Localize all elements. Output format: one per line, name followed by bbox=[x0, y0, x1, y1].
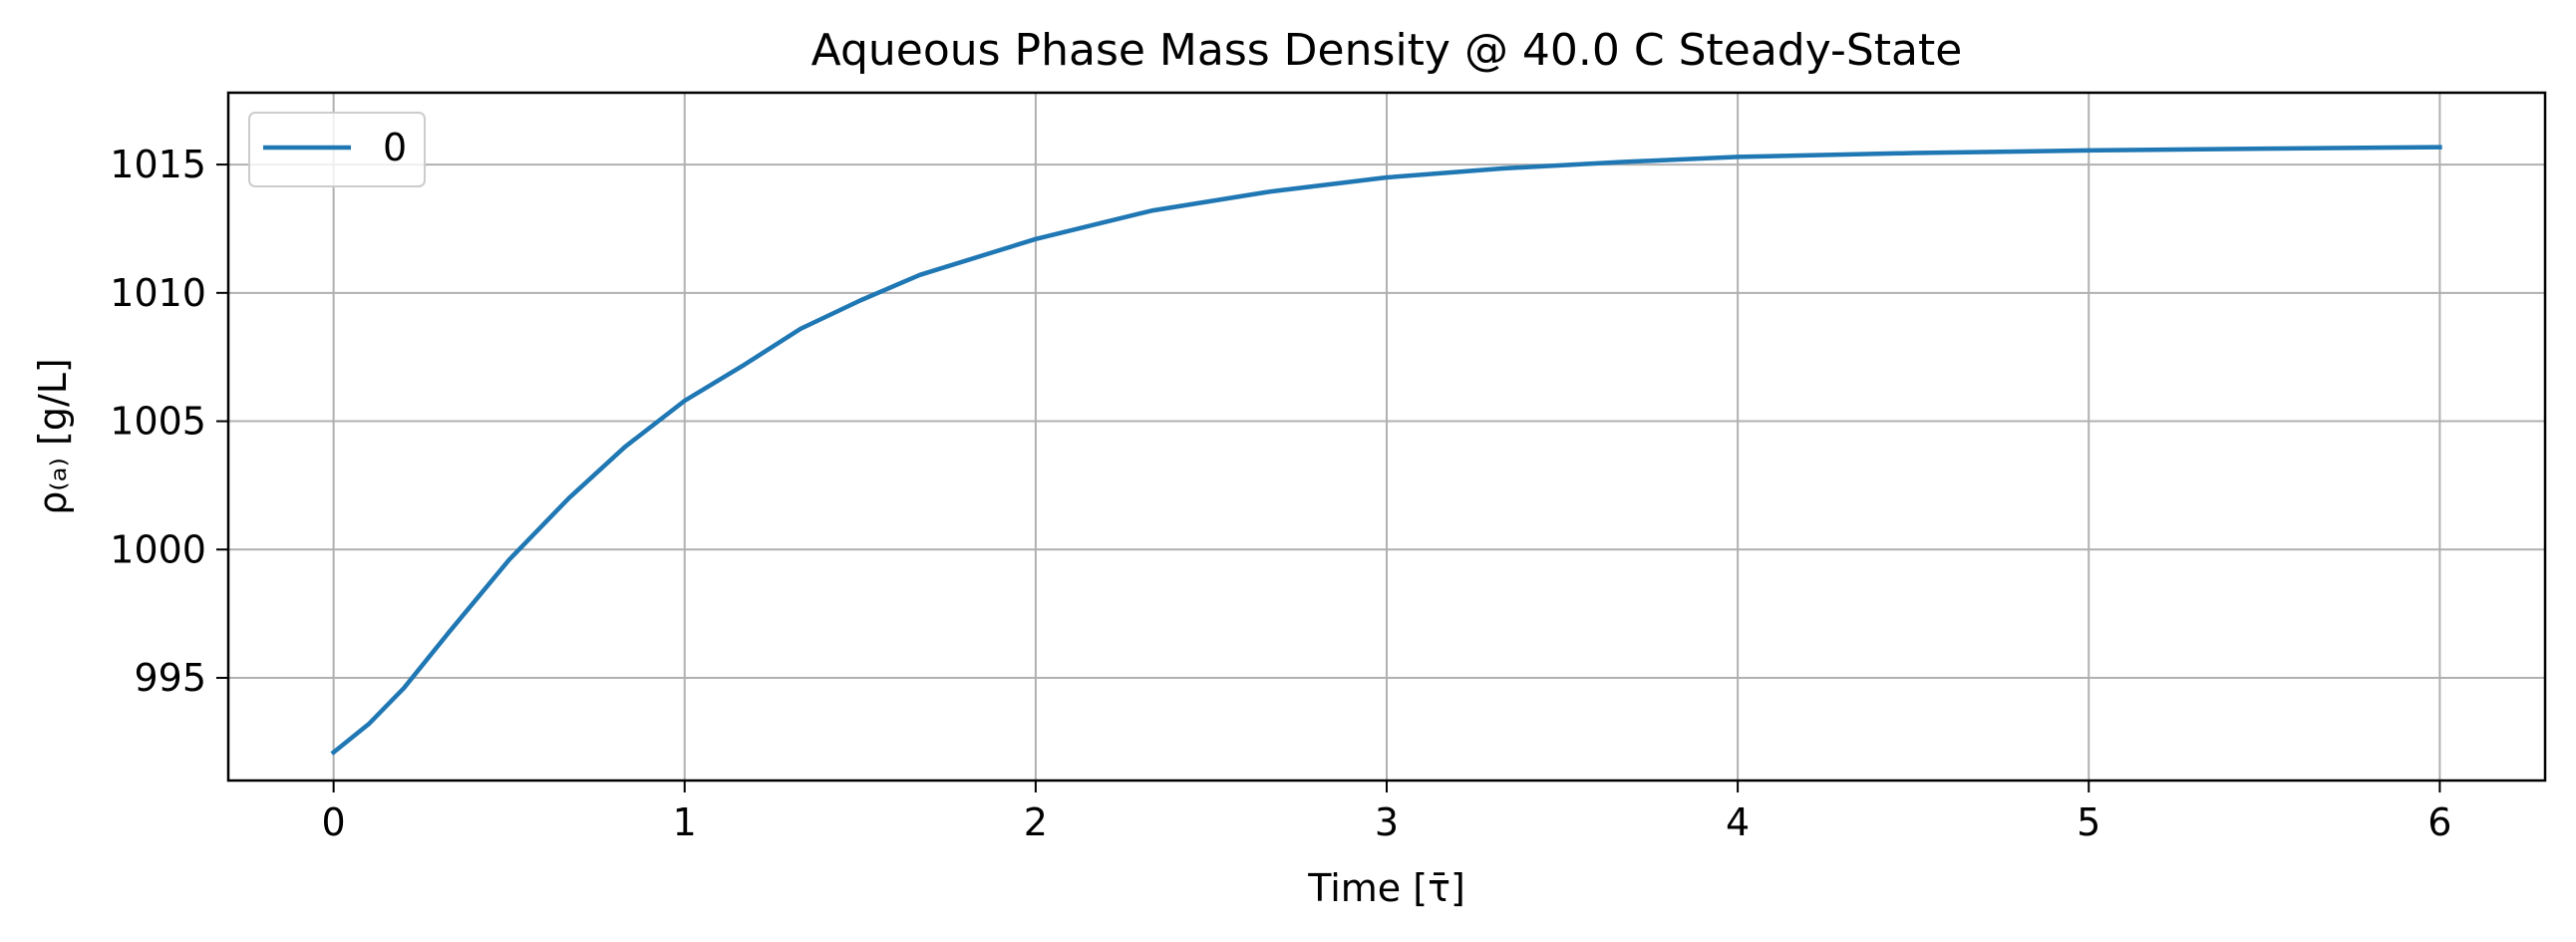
y-tick-label-2: 1005 bbox=[110, 400, 206, 444]
y-tick-label-1: 1000 bbox=[110, 527, 206, 571]
y-tick-label-0: 995 bbox=[134, 656, 206, 700]
grid bbox=[228, 93, 2545, 781]
ticks: 0 1 2 3 4 5 6 995 1000 1005 1010 1015 bbox=[110, 143, 2451, 844]
legend-label: 0 bbox=[383, 126, 407, 169]
x-tick-label-4: 4 bbox=[1726, 800, 1750, 844]
chart-title: Aqueous Phase Mass Density @ 40.0 C Stea… bbox=[811, 25, 1963, 76]
x-tick-label-6: 6 bbox=[2427, 800, 2451, 844]
series-line-0 bbox=[330, 145, 2442, 756]
series-layer bbox=[330, 145, 2442, 756]
x-tick-label-2: 2 bbox=[1024, 800, 1048, 844]
x-axis-label: Time [τ̄] bbox=[1307, 866, 1465, 910]
x-tick-label-1: 1 bbox=[673, 800, 697, 844]
y-axis-label: ρ₍ₐ₎ [g/L] bbox=[31, 358, 75, 515]
x-tick-label-3: 3 bbox=[1375, 800, 1399, 844]
x-tick-label-0: 0 bbox=[322, 800, 346, 844]
y-tick-label-4: 1015 bbox=[110, 143, 206, 186]
x-tick-label-5: 5 bbox=[2077, 800, 2100, 844]
legend: 0 bbox=[248, 112, 426, 187]
y-tick-label-3: 1010 bbox=[110, 271, 206, 315]
